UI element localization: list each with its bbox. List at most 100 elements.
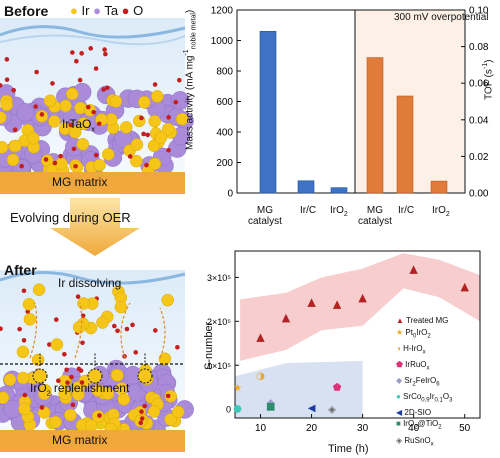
o-atom — [11, 87, 16, 93]
o-atom — [0, 83, 3, 88]
scatter-point: ◀ — [308, 403, 316, 414]
ir-atom — [65, 87, 79, 101]
ir-atom — [6, 153, 20, 167]
ta-atom — [171, 91, 190, 110]
ir-atom — [111, 369, 124, 382]
dissolved-ir-atom — [114, 300, 128, 314]
reference-band — [235, 360, 363, 418]
legend-item: ◈ RuSnOx — [396, 435, 434, 448]
ir-atom — [138, 96, 151, 109]
ir-atom — [77, 117, 90, 130]
dissolution-path — [120, 302, 131, 359]
o-atom — [12, 127, 18, 133]
o-atom — [166, 115, 171, 120]
plot-frame — [234, 250, 481, 419]
scatter-point: ▲ — [358, 291, 367, 304]
mg-matrix-bottom-label: MG matrix — [52, 433, 108, 447]
ir-atom — [68, 126, 82, 139]
scatter-point: ▲ — [333, 298, 342, 311]
ir-atom — [49, 415, 62, 429]
o-atom — [112, 323, 117, 329]
bar-annotation: 300 mV overpotential — [394, 12, 489, 23]
o-atom — [93, 66, 99, 71]
o-atom — [139, 409, 144, 414]
y2-tick-label: 0.00 — [469, 189, 489, 200]
ir-atom — [132, 114, 146, 128]
dissolved-ir-atom — [23, 313, 37, 326]
ir-atom — [43, 94, 57, 107]
dissolved-ir-atom — [22, 298, 36, 311]
o-atom — [85, 104, 91, 110]
o-atom — [80, 340, 85, 346]
o-atom — [56, 378, 61, 384]
ir-dissolving-label: Ir dissolving — [58, 276, 122, 290]
o-atom — [130, 322, 135, 328]
replenish-site — [87, 368, 103, 384]
o-atom — [70, 402, 76, 408]
ir-atom — [148, 115, 161, 128]
ir-atom — [148, 157, 162, 171]
ir-atom — [151, 90, 164, 103]
y-tick-label: 200 — [216, 158, 233, 169]
mg-matrix-bottom — [0, 430, 185, 452]
square-icon: ■ — [396, 419, 401, 429]
bar-xlabel-mg-right: MG catalyst — [358, 205, 392, 227]
o-atom — [21, 338, 27, 343]
x-tick-label: 50 — [459, 423, 471, 434]
o-legend-dot: ● — [121, 3, 130, 18]
o-atom — [71, 146, 77, 152]
o-atom — [50, 81, 55, 86]
ir-atom — [109, 95, 123, 108]
down-arrow-icon — [50, 198, 140, 256]
atom-layer — [0, 283, 194, 439]
bar-xlabel-iro2-right: IrO2 — [432, 205, 450, 218]
o-atom — [39, 112, 45, 117]
ir-atom — [162, 122, 175, 136]
schematic-panel: Before ● Ir ● Ta ● O IrTaOx MG matrix Ev… — [0, 0, 194, 458]
x-tick-label: 30 — [357, 423, 369, 434]
o-atom — [47, 342, 52, 347]
o-atom — [33, 104, 38, 109]
mass-activity-bar — [330, 187, 348, 194]
ir-atom — [59, 99, 72, 113]
diamond-outline-icon: ◈ — [396, 435, 403, 445]
before-scene — [0, 18, 194, 194]
o-atom — [145, 132, 150, 138]
ir-atom — [0, 391, 10, 405]
ta-atom — [15, 103, 35, 122]
o-atom — [4, 77, 10, 82]
scatter-point: ◑ — [256, 371, 265, 382]
o-atom — [77, 77, 83, 83]
ir-atom — [9, 139, 22, 153]
o-atom — [138, 420, 144, 426]
o-atom — [68, 122, 74, 128]
scatter-marks: ▲ ▲ ▲ ▲ ▲ ▲ ▲ ★ ◑ ⬟ ◆ ● ◀ ■ ◈ — [233, 263, 469, 416]
ir-atom — [102, 148, 115, 161]
ta-legend-dot: ● — [93, 3, 101, 18]
ir-atom — [58, 387, 71, 400]
y-tick-label: 0 — [226, 405, 231, 415]
o-atom — [139, 416, 145, 421]
after-scene — [0, 270, 194, 452]
ir-atom — [18, 402, 31, 416]
scatter-ylabel: S-number — [203, 321, 215, 370]
o-atom — [142, 403, 147, 409]
y-tick-label: 1200 — [211, 6, 234, 17]
legend-item: ▲ Treated MG — [396, 316, 449, 325]
scatter-axes: 10 20 30 40 50 0 1×10⁵ 2×10⁵ 3×10⁵ — [207, 250, 481, 434]
ir-atom — [0, 141, 9, 154]
mass-activity-bar — [297, 180, 315, 194]
tof-bar — [396, 95, 414, 194]
y-tick-label: 1×10⁵ — [207, 361, 231, 371]
uncertainty-bands — [235, 253, 480, 418]
ir-atom — [27, 131, 40, 145]
o-atom — [103, 51, 108, 57]
ir-atom — [164, 413, 177, 426]
ir-atom — [16, 371, 30, 385]
y-tick-label: 3×10⁵ — [207, 273, 231, 283]
dissolved-ir-atom — [161, 293, 174, 307]
ir-atom — [154, 131, 168, 144]
diamond-icon: ◆ — [396, 375, 403, 385]
ir-atom — [147, 139, 161, 152]
o-atom — [133, 350, 139, 355]
